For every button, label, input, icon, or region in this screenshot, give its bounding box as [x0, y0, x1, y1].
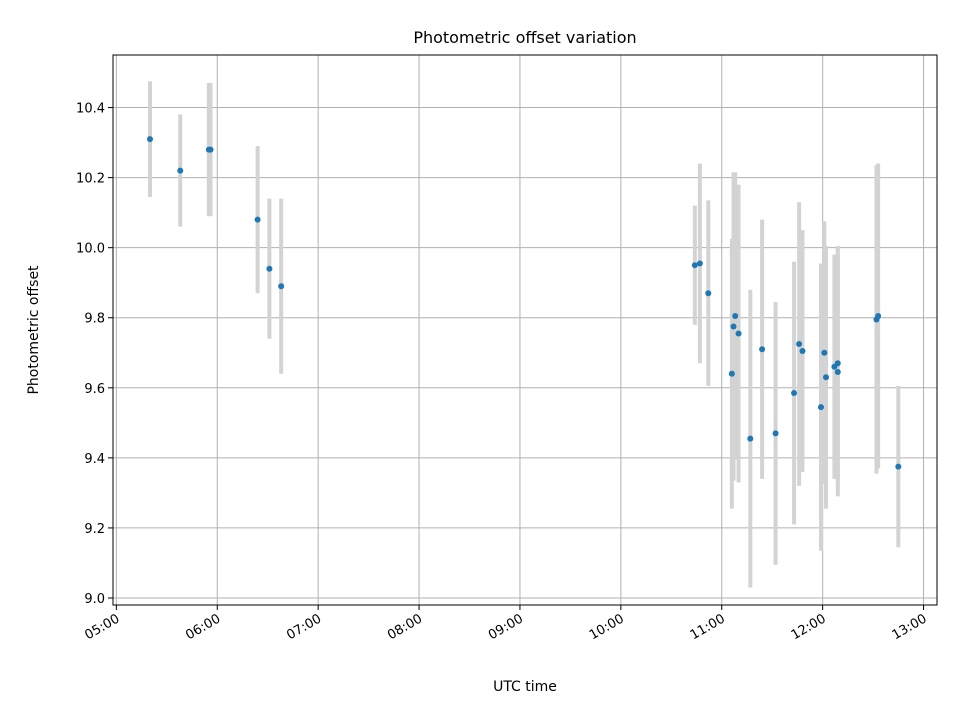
data-point	[730, 323, 737, 330]
data-point	[691, 262, 698, 269]
data-points	[146, 136, 902, 470]
data-point	[823, 374, 830, 381]
x-axis-ticks: 05:00 06:00 07:00 08:00 09:00 10:00 11:00 12:00…	[82, 605, 930, 643]
data-point	[278, 283, 285, 290]
error-bars	[147, 81, 901, 588]
x-tick-label: 07:00	[284, 611, 324, 643]
y-tick-label: 9.6	[84, 382, 105, 397]
data-point	[747, 435, 754, 442]
x-tick-label: 10:00	[587, 611, 627, 643]
chart-title: Photometric offset variation	[413, 28, 636, 47]
data-point	[799, 348, 806, 355]
y-tick-label: 10.4	[76, 102, 105, 117]
data-point	[821, 349, 828, 356]
y-tick-label: 9.2	[84, 522, 105, 537]
data-point	[895, 463, 902, 470]
x-tick-label: 05:00	[82, 611, 122, 643]
x-tick-label: 09:00	[486, 611, 526, 643]
data-point	[791, 390, 798, 397]
x-tick-label: 06:00	[183, 611, 223, 643]
data-point	[207, 146, 214, 153]
data-point	[875, 312, 882, 319]
data-point	[834, 360, 841, 367]
x-tick-label: 08:00	[385, 611, 425, 643]
y-tick-label: 10.2	[76, 172, 105, 187]
x-tick-label: 13:00	[890, 611, 930, 643]
data-point	[266, 265, 273, 272]
y-tick-label: 9.4	[84, 452, 105, 467]
x-axis-label: UTC time	[493, 679, 557, 695]
y-tick-label: 10.0	[76, 242, 105, 257]
x-tick-label: 12:00	[789, 611, 829, 643]
data-point	[817, 404, 824, 411]
x-tick-label: 11:00	[688, 611, 728, 643]
data-point	[696, 260, 703, 267]
y-tick-label: 9.8	[84, 312, 105, 327]
data-point	[146, 136, 153, 143]
plot-frame	[112, 54, 938, 606]
y-axis-label: Photometric offset	[26, 265, 42, 395]
y-axis-ticks: 9.0 9.2 9.4 9.6 9.8 10.0 10.2 10.4	[76, 102, 113, 607]
data-point	[705, 290, 712, 297]
data-point	[796, 341, 803, 348]
grid-lines	[113, 55, 937, 605]
data-point	[254, 216, 261, 223]
data-point	[728, 370, 735, 377]
data-point	[732, 312, 739, 319]
y-tick-label: 9.0	[84, 592, 105, 607]
data-point	[834, 369, 841, 376]
data-point	[772, 430, 779, 437]
data-point	[177, 167, 184, 174]
data-point	[735, 330, 742, 337]
data-point	[759, 346, 766, 353]
